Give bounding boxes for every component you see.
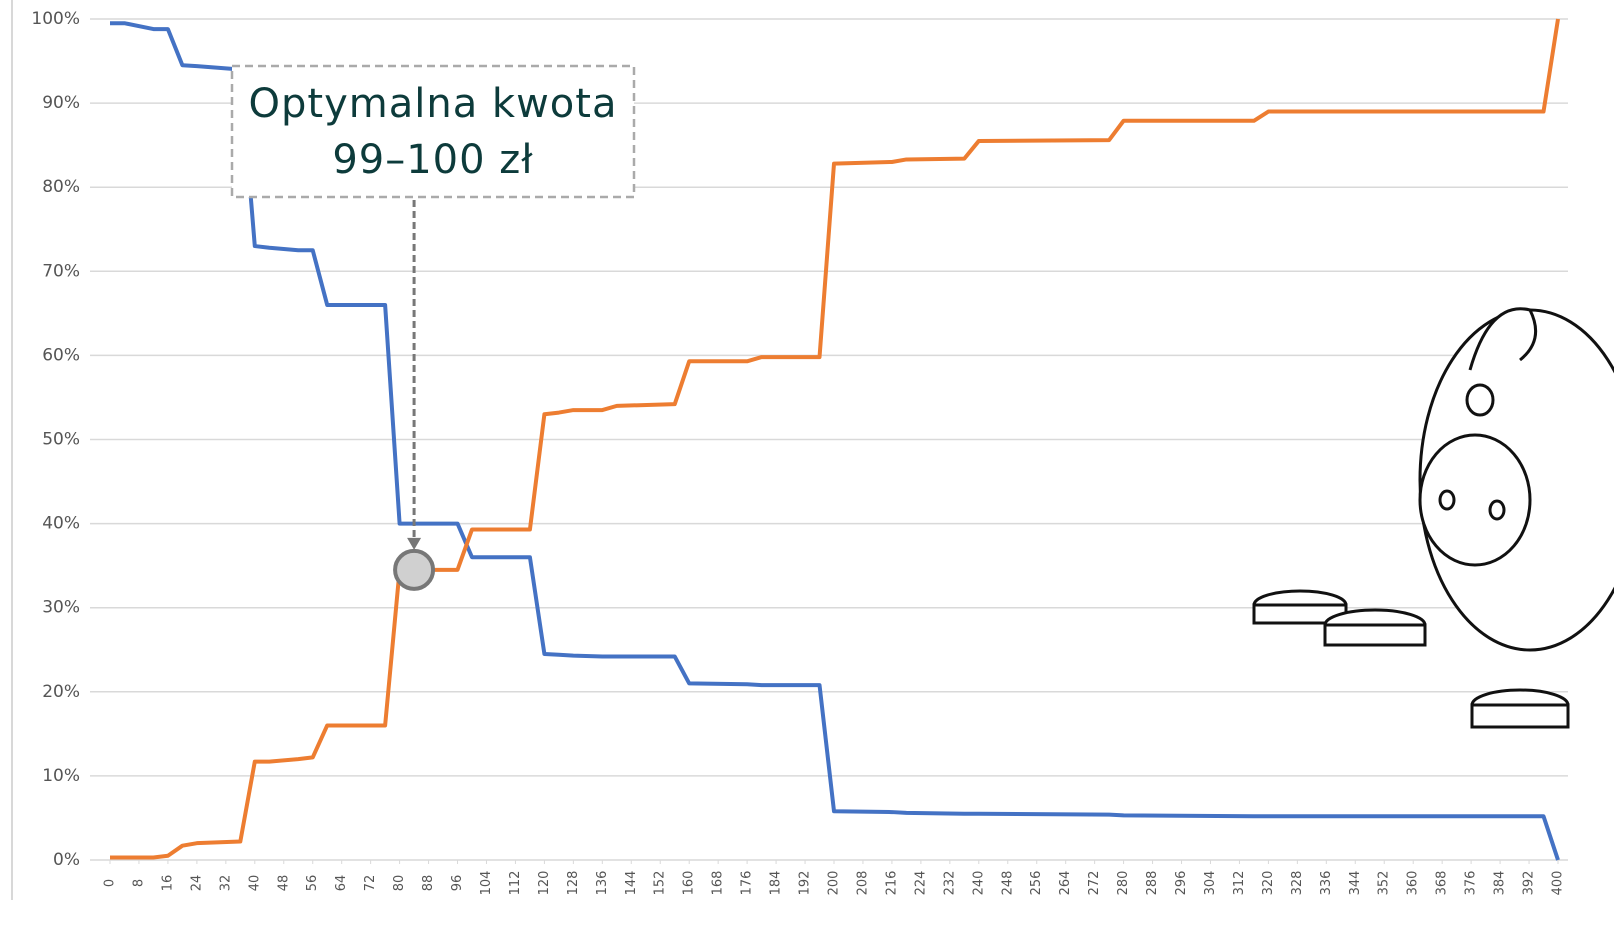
x-tick-label: 112 <box>508 871 523 896</box>
x-tick-label: 312 <box>1232 871 1247 896</box>
x-tick-label: 320 <box>1261 871 1276 896</box>
x-tick-label: 120 <box>537 871 552 896</box>
y-tick-label: 10% <box>42 766 80 786</box>
annotation-arrowhead <box>407 537 422 550</box>
x-tick-label: 304 <box>1203 871 1218 896</box>
annotation-box <box>230 64 636 199</box>
x-tick-label: 240 <box>971 871 986 896</box>
x-tick-label: 368 <box>1435 871 1450 896</box>
x-tick-label: 392 <box>1522 871 1537 896</box>
x-tick-label: 376 <box>1464 871 1479 896</box>
x-tick-label: 40 <box>247 875 262 892</box>
x-tick-label: 104 <box>479 871 494 896</box>
x-tick-label: 264 <box>1058 871 1073 896</box>
x-tick-label: 168 <box>711 871 726 896</box>
x-tick-label: 184 <box>769 871 784 896</box>
y-tick-label: 20% <box>42 682 80 702</box>
x-tick-label: 328 <box>1290 871 1305 896</box>
x-tick-label: 336 <box>1319 871 1334 896</box>
x-tick-label: 208 <box>855 871 870 896</box>
x-tick-label: 272 <box>1087 871 1102 896</box>
annotation-marker <box>393 548 436 591</box>
y-tick-label: 0% <box>53 850 80 870</box>
x-tick-label: 16 <box>160 875 175 892</box>
x-tick-label: 176 <box>740 871 755 896</box>
y-tick-label: 80% <box>42 177 80 197</box>
x-tick-label: 0 <box>103 879 118 887</box>
x-tick-label: 136 <box>595 871 610 896</box>
x-tick-label: 160 <box>682 871 697 896</box>
y-tick-label: 70% <box>42 261 80 281</box>
y-tick-label: 100% <box>31 9 80 29</box>
annotation: Optymalna kwota 99–100 zł <box>230 64 636 550</box>
x-tick-label: 360 <box>1406 871 1421 896</box>
x-tick-label: 24 <box>189 875 204 892</box>
x-tick-label: 128 <box>566 871 581 896</box>
x-tick-label: 248 <box>1000 871 1015 896</box>
series-line <box>110 18 1560 860</box>
x-tick-label: 216 <box>884 871 899 896</box>
x-tick-label: 80 <box>392 875 407 892</box>
y-tick-label: 40% <box>42 514 80 534</box>
y-tick-label: 50% <box>42 430 80 450</box>
x-tick-label: 48 <box>276 875 291 892</box>
annotation-text: Optymalna kwota <box>249 81 618 127</box>
x-tick-label: 288 <box>1145 871 1160 896</box>
x-tick-label: 344 <box>1348 871 1363 896</box>
x-tick-label: 224 <box>913 871 928 896</box>
x-tick-label: 400 <box>1551 871 1566 896</box>
x-tick-label: 280 <box>1116 871 1131 896</box>
x-tick-label: 384 <box>1493 871 1508 896</box>
x-tick-label: 72 <box>363 875 378 892</box>
x-tick-label: 232 <box>942 871 957 896</box>
x-tick-label: 352 <box>1377 871 1392 896</box>
x-tick-label: 32 <box>218 875 233 892</box>
x-tick-label: 8 <box>131 879 146 887</box>
annotation-text: 99–100 zł <box>332 137 533 183</box>
x-tick-label: 64 <box>334 875 349 892</box>
x-tick-label: 56 <box>305 875 320 892</box>
x-tick-label: 192 <box>798 871 813 896</box>
x-tick-label: 256 <box>1029 871 1044 896</box>
x-tick-label: 96 <box>450 875 465 892</box>
y-tick-label: 90% <box>42 93 80 113</box>
x-tick-label: 152 <box>653 871 668 896</box>
piggy-bank-illustration <box>1252 307 1614 729</box>
x-tick-label: 296 <box>1174 871 1189 896</box>
x-tick-label: 200 <box>827 871 842 896</box>
x-tick-label: 88 <box>421 875 436 892</box>
y-tick-label: 60% <box>42 345 80 365</box>
y-tick-label: 30% <box>42 598 80 618</box>
x-tick-label: 144 <box>624 871 639 896</box>
